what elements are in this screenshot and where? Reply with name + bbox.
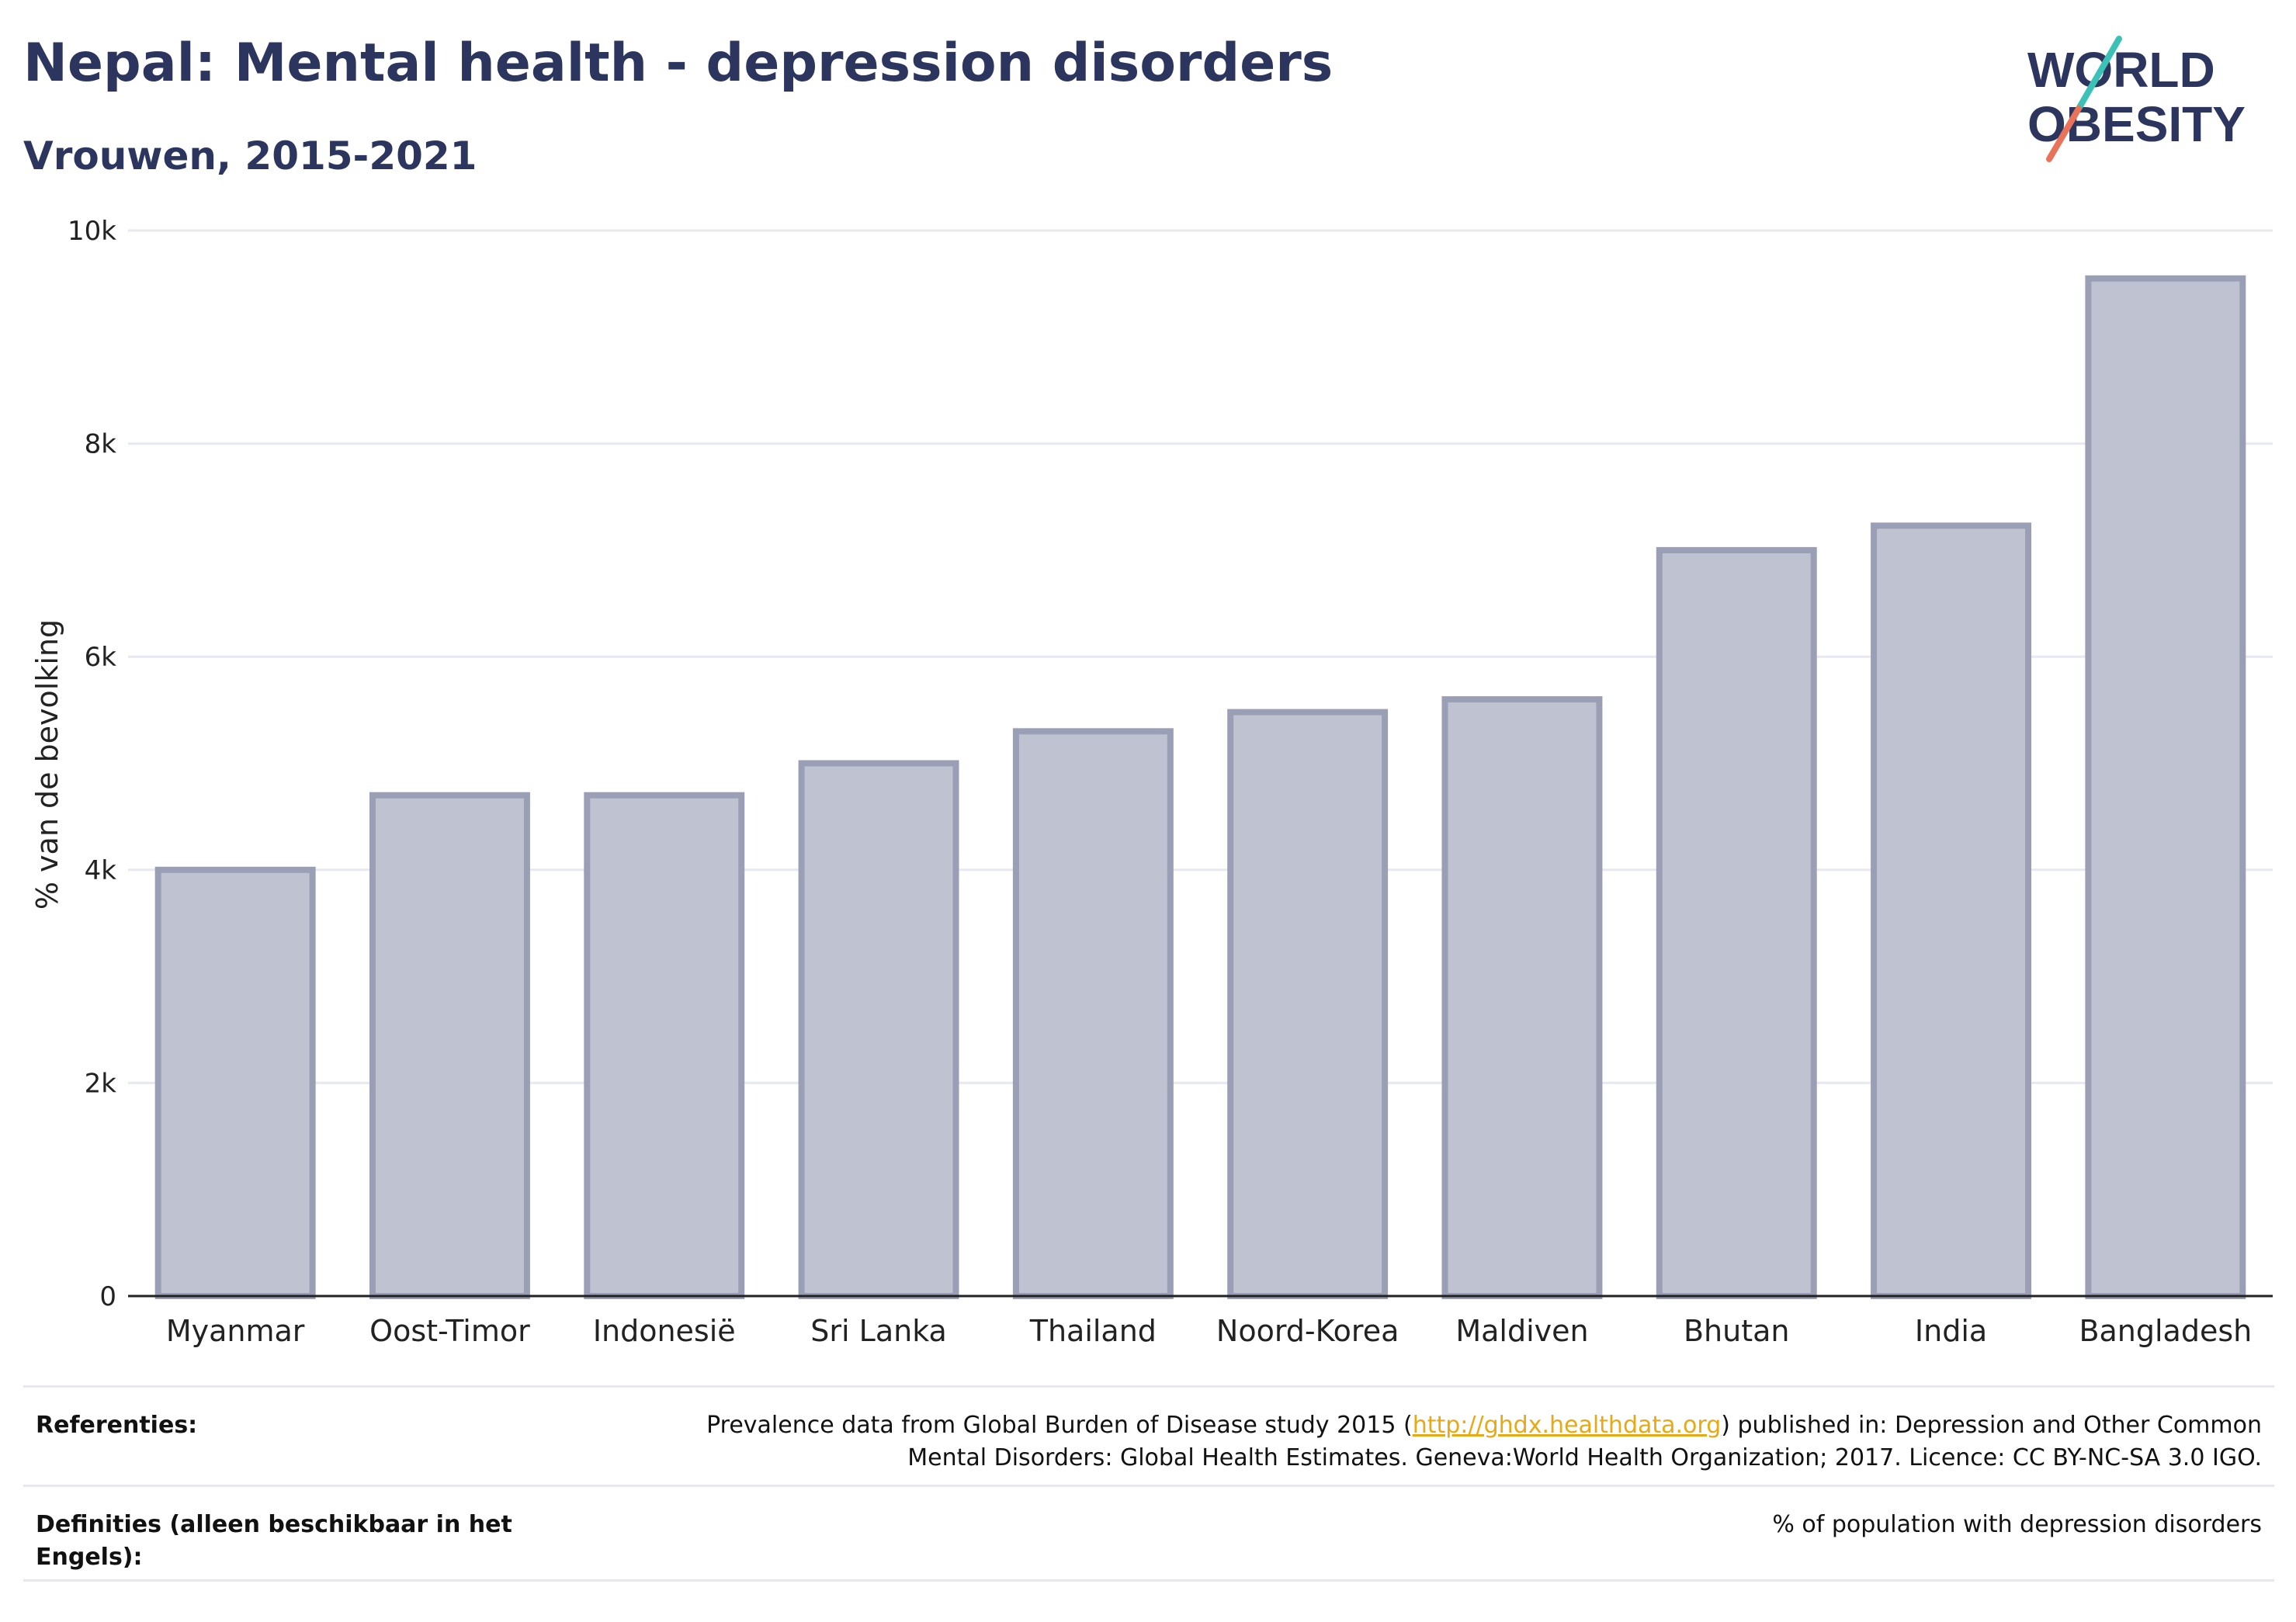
definitions-label: Definities (alleen beschikbaar in het En… xyxy=(36,1511,512,1571)
definitions-row: Definities (alleen beschikbaar in het En… xyxy=(23,1485,2274,1582)
bar-indonesi-[interactable] xyxy=(584,792,745,1299)
bar-myanmar[interactable] xyxy=(154,866,316,1300)
bar-sri-lanka[interactable] xyxy=(798,760,959,1299)
references-row: Referenties: Prevalence data from Global… xyxy=(23,1385,2274,1485)
bar-bangladesh[interactable] xyxy=(2085,275,2246,1299)
y-axis-label: % van de bevolking xyxy=(30,619,64,910)
references-table: Referenties: Prevalence data from Global… xyxy=(23,1385,2274,1582)
x-category-label: Noord-Korea xyxy=(1216,1314,1399,1348)
x-category-label: Bangladesh xyxy=(2079,1314,2252,1348)
definitions-text: % of population with depression disorder… xyxy=(1772,1511,2262,1538)
logo-line1: WORLD xyxy=(2027,42,2215,98)
bar-maldiven[interactable] xyxy=(1441,696,1603,1299)
references-text: Prevalence data from Global Burden of Di… xyxy=(706,1412,2262,1471)
chart-subtitle: Vrouwen, 2015-2021 xyxy=(23,133,477,178)
bar-bhutan[interactable] xyxy=(1656,546,1817,1299)
bar-noord-korea[interactable] xyxy=(1227,709,1389,1299)
y-tick-label: 10k xyxy=(68,216,116,247)
y-tick-label: 2k xyxy=(85,1068,117,1099)
y-tick-label: 4k xyxy=(85,855,117,886)
references-label: Referenties: xyxy=(36,1412,198,1439)
bar-oost-timor[interactable] xyxy=(369,792,530,1299)
y-tick-label: 0 xyxy=(99,1281,116,1312)
x-category-label: Oost-Timor xyxy=(369,1314,530,1348)
y-tick-label: 8k xyxy=(85,429,117,460)
chart-title: Nepal: Mental health - depression disord… xyxy=(23,33,1334,94)
bar-india[interactable] xyxy=(1871,522,2032,1299)
world-obesity-logo: WORLD OBESITY xyxy=(2027,36,2246,162)
x-category-label: Thailand xyxy=(1029,1314,1157,1348)
x-category-label: Indonesië xyxy=(593,1314,736,1348)
x-category-label: India xyxy=(1915,1314,1987,1348)
source-link[interactable]: http://ghdx.healthdata.org xyxy=(1412,1412,1722,1439)
bar-thailand[interactable] xyxy=(1012,728,1174,1299)
y-tick-label: 6k xyxy=(85,642,117,673)
bar-chart: 0 2k 4k 6k 8k 10k Myanmar Oost-Timor Indonesië S… xyxy=(30,216,2273,1348)
x-category-label: Maldiven xyxy=(1455,1314,1588,1348)
x-category-label: Bhutan xyxy=(1684,1314,1790,1348)
x-category-label: Sri Lanka xyxy=(810,1314,947,1348)
x-category-label: Myanmar xyxy=(166,1314,305,1348)
logo-line2: OBESITY xyxy=(2027,96,2246,152)
